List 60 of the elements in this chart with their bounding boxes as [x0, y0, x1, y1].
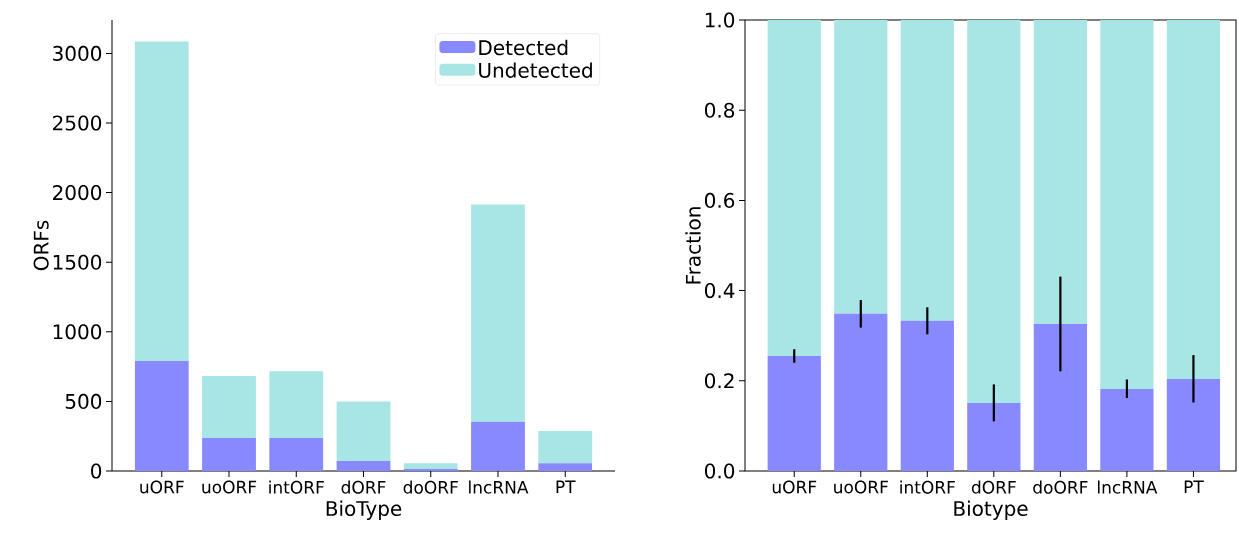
bar — [134, 361, 189, 471]
legend-label: Detected — [479, 39, 568, 56]
x-tick-label: lncRNA — [469, 480, 529, 494]
bar — [471, 421, 525, 471]
x-tick-label: doORF — [403, 480, 458, 494]
y-tick-label: 1500 — [53, 254, 102, 270]
y-tick-label: 0.0 — [704, 463, 735, 479]
bar — [1033, 323, 1087, 471]
x-tick-label: lncRNA — [1098, 480, 1158, 494]
x-tick-label: uoORF — [202, 480, 257, 494]
bar — [202, 376, 256, 439]
y-tick-label: 0.6 — [704, 192, 735, 208]
bar — [967, 20, 1021, 403]
y-tick-label: 2000 — [53, 185, 102, 201]
y-tick-label: 2500 — [53, 115, 102, 131]
x-tick-label: PT — [556, 480, 576, 493]
bar — [967, 402, 1021, 471]
y-tick-label: 0.2 — [704, 373, 734, 389]
bar — [538, 431, 593, 464]
bar — [767, 356, 821, 471]
x-axis-title: BioType — [326, 500, 402, 520]
bar — [1100, 20, 1154, 389]
x-tick-label: intORF — [269, 480, 324, 494]
bar — [336, 401, 391, 461]
x-axis-title: Biotype — [954, 500, 1028, 520]
bar — [471, 204, 525, 422]
bar — [767, 20, 821, 356]
x-tick-label: dORF — [971, 480, 1016, 494]
bar — [269, 371, 324, 439]
bar — [1100, 388, 1154, 471]
y-tick-label: 1000 — [53, 324, 102, 340]
y-tick-label: 1.0 — [705, 12, 735, 28]
bar — [538, 463, 593, 471]
x-tick-label: uoORF — [834, 480, 888, 494]
bar — [834, 20, 888, 314]
x-tick-label: uORF — [772, 480, 817, 494]
legend-label: Undetected — [479, 62, 592, 78]
bar — [134, 41, 189, 362]
bar — [336, 460, 391, 471]
y-tick-label: 0 — [91, 463, 102, 479]
y-tick-label: 500 — [65, 393, 102, 409]
y-tick-label: 0.4 — [704, 283, 735, 299]
y-tick-label: 3000 — [53, 45, 102, 61]
y-axis-title: Fraction — [685, 207, 701, 284]
bar — [1166, 20, 1221, 379]
bar — [202, 438, 256, 471]
bar — [1033, 20, 1087, 324]
y-tick-label: 0.8 — [704, 102, 735, 118]
x-tick-label: doORF — [1033, 480, 1088, 494]
bar — [403, 463, 458, 470]
bar — [900, 320, 954, 471]
x-tick-label: intORF — [900, 480, 955, 494]
bar — [269, 438, 324, 471]
x-tick-label: PT — [1184, 480, 1204, 493]
x-tick-label: uORF — [140, 480, 184, 494]
y-axis-title: ORFs — [33, 220, 49, 271]
bar — [1166, 379, 1221, 471]
bar — [834, 313, 888, 471]
bar — [900, 20, 954, 321]
x-tick-label: dORF — [341, 480, 386, 494]
